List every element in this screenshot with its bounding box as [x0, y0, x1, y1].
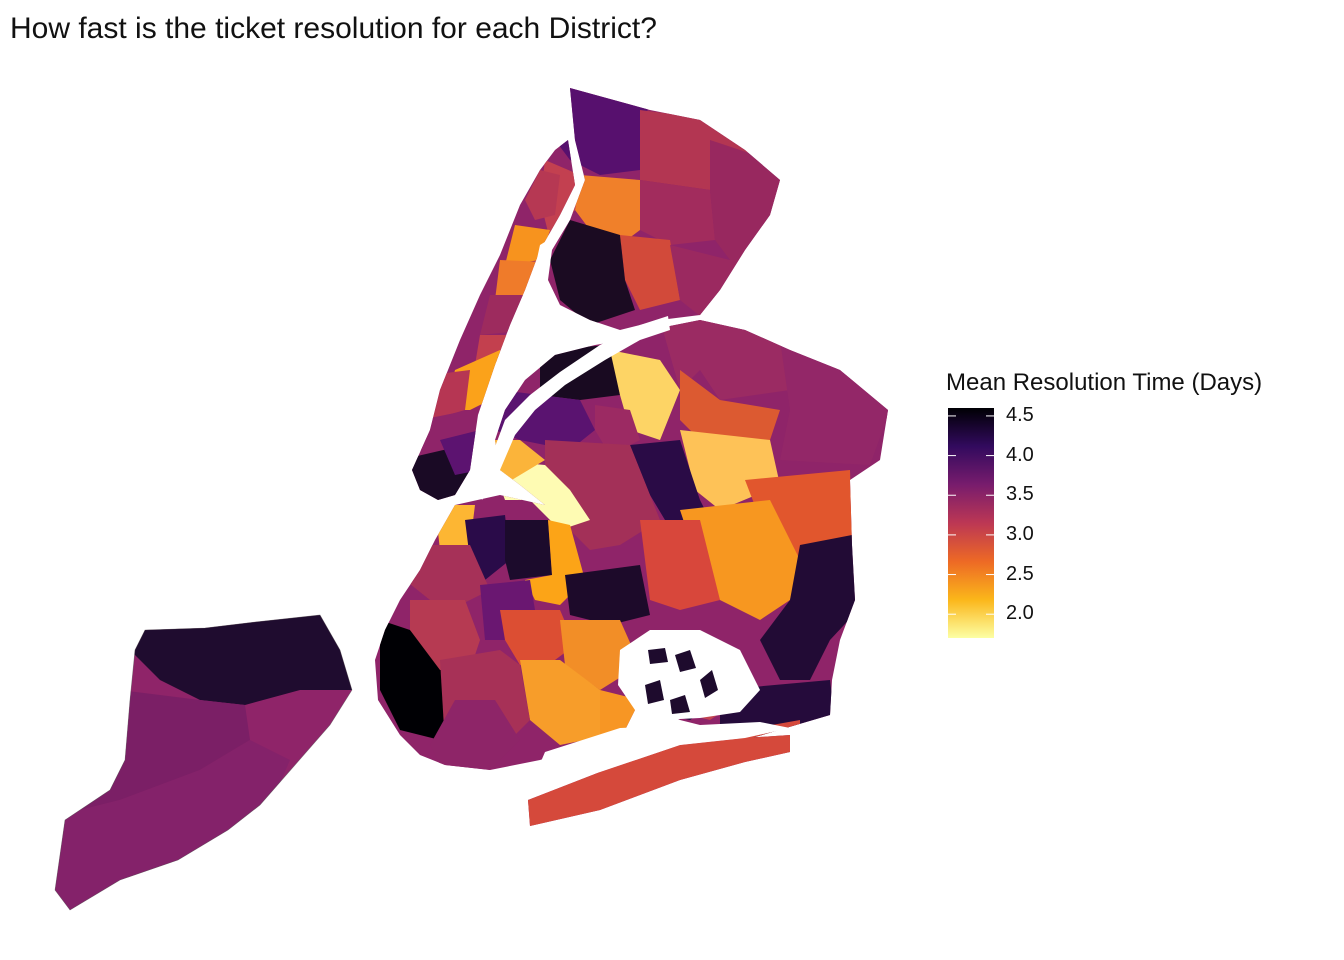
legend-gradient	[948, 408, 994, 638]
district-polygon	[680, 500, 800, 620]
district-polygon	[520, 720, 800, 840]
map-title: How fast is the ticket resolution for ea…	[10, 12, 657, 45]
district-polygon	[410, 600, 480, 670]
district-polygon	[500, 610, 575, 665]
district-polygon	[380, 620, 450, 740]
district-polygon	[430, 700, 520, 770]
district-polygon	[595, 405, 640, 455]
legend-colorbar	[948, 408, 994, 638]
legend-tick-label: 3.5	[1006, 483, 1034, 506]
district-polygon	[130, 610, 355, 705]
east-river	[475, 316, 670, 500]
district-polygon	[760, 535, 858, 680]
district-polygon	[525, 170, 560, 220]
district-polygon	[780, 340, 888, 465]
legend-ticks	[948, 415, 994, 615]
district-polygon	[440, 430, 480, 475]
district-polygon	[640, 180, 715, 245]
district-polygon	[630, 440, 710, 520]
rockaway-inlet	[528, 722, 790, 792]
district-polygon	[505, 520, 552, 580]
legend-tick-label: 3.0	[1006, 522, 1034, 545]
district-polygon	[620, 235, 680, 310]
harlem-river	[515, 240, 548, 340]
district-polygon	[660, 320, 790, 400]
district-polygon	[680, 370, 780, 440]
bay-islands	[645, 648, 718, 714]
district-polygon	[55, 740, 290, 910]
district-polygon	[520, 660, 610, 745]
district-polygons	[55, 88, 888, 910]
legend-title: Mean Resolution Time (Days)	[946, 369, 1263, 396]
district-polygon	[565, 565, 650, 625]
nyc-district-choropleth	[54, 88, 888, 911]
district-polygon	[555, 88, 650, 175]
district-polygon	[405, 545, 490, 605]
district-polygon	[550, 220, 635, 325]
legend-tick-label: 4.0	[1006, 443, 1034, 466]
legend-tick-label: 4.5	[1006, 403, 1034, 426]
legend-tick-label: 2.5	[1006, 562, 1034, 585]
district-polygon	[710, 140, 800, 260]
district-polygon	[640, 520, 720, 610]
borough-outlines	[54, 614, 353, 911]
legend-tick-label: 2.0	[1006, 602, 1034, 625]
